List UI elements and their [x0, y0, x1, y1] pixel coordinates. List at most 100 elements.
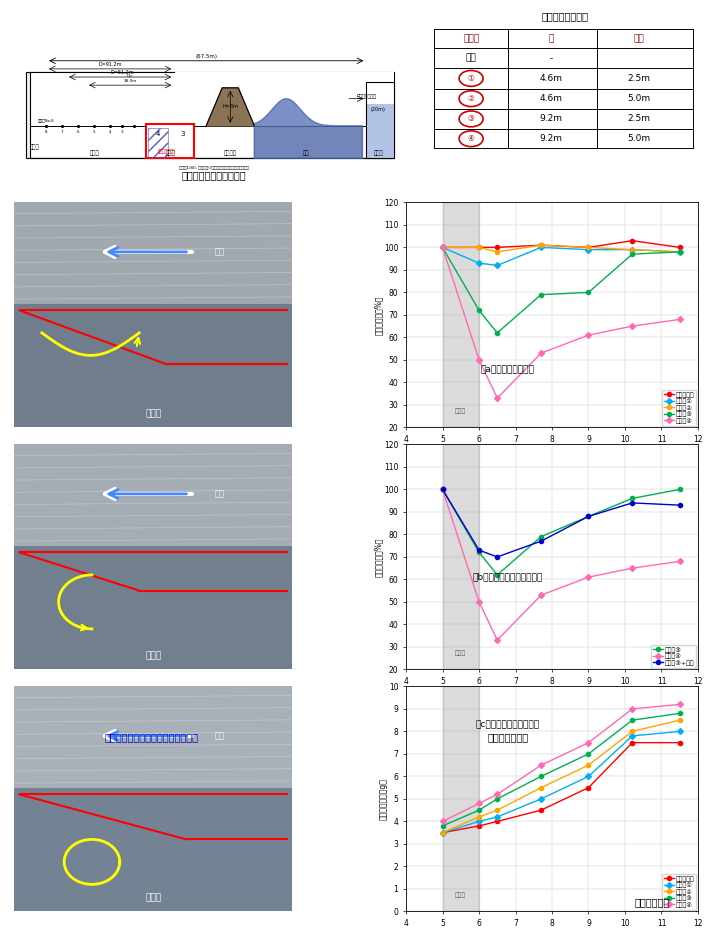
Text: -: - — [549, 54, 553, 62]
X-axis label: D / H: D / H — [541, 692, 563, 700]
排水路② — [628, 725, 637, 737]
Text: 3: 3 — [121, 130, 123, 134]
Polygon shape — [255, 126, 362, 158]
Line: 排水路①: 排水路① — [441, 246, 682, 268]
排水路なし — [493, 242, 501, 253]
Text: スルースゲート: スルースゲート — [356, 94, 376, 99]
Text: 貯水部: 貯水部 — [374, 150, 384, 155]
Y-axis label: 流速減少率（%）: 流速減少率（%） — [374, 538, 383, 577]
Line: 排水路④: 排水路④ — [441, 702, 682, 823]
Text: 前浜: 前浜 — [303, 150, 309, 155]
排水路③+滞水 — [493, 551, 501, 563]
排水路① — [675, 725, 684, 737]
排水路③ — [584, 511, 593, 522]
Text: 図２　水路に浸入して減勢する様子: 図２ 水路に浸入して減勢する様子 — [104, 732, 199, 742]
Text: 排水路: 排水路 — [145, 651, 161, 660]
Text: D=91.2m: D=91.2m — [99, 61, 122, 67]
Line: 排水路③: 排水路③ — [441, 487, 682, 577]
Bar — [14, 203, 292, 303]
Text: 縮尺：1/80, 数字は、()は模型スケール、他は実スケール: 縮尺：1/80, 数字は、()は模型スケール、他は実スケール — [179, 165, 249, 169]
排水路② — [584, 242, 593, 253]
Text: 2.5m: 2.5m — [627, 114, 651, 124]
Text: 9.2m: 9.2m — [539, 134, 563, 143]
排水路② — [537, 782, 545, 793]
排水路③ — [474, 305, 483, 316]
Polygon shape — [255, 99, 362, 158]
Bar — [14, 546, 292, 670]
排水路なし — [675, 737, 684, 749]
Bar — [367, 103, 393, 158]
排水路② — [675, 246, 684, 258]
Line: 排水路②: 排水路② — [441, 718, 682, 835]
Text: (67.5m): (67.5m) — [195, 54, 217, 59]
Bar — [148, 127, 168, 157]
Text: （a）減勢効果の比較: （a）減勢効果の比較 — [481, 365, 534, 375]
Text: 2.5m: 2.5m — [627, 73, 651, 83]
Text: (20m): (20m) — [371, 107, 386, 113]
Text: D=51.2m: D=51.2m — [111, 70, 134, 74]
Text: 内陸部: 内陸部 — [30, 144, 40, 150]
排水路③ — [537, 531, 545, 542]
排水路③ — [537, 289, 545, 300]
Bar — [367, 83, 394, 158]
排水路② — [675, 714, 684, 725]
排水路なし — [584, 242, 593, 253]
排水路なし — [675, 242, 684, 253]
Text: 排水路: 排水路 — [455, 650, 467, 656]
排水路④ — [537, 348, 545, 359]
排水路③ — [439, 820, 447, 831]
排水路③ — [493, 327, 501, 339]
Text: なし: なし — [466, 54, 477, 62]
排水路④ — [493, 789, 501, 800]
Bar — [146, 125, 195, 158]
排水路なし — [537, 240, 545, 251]
排水路④ — [439, 242, 447, 253]
Text: 5.0m: 5.0m — [627, 134, 651, 143]
排水路③ — [675, 708, 684, 719]
排水路③ — [675, 246, 684, 258]
Y-axis label: 流速減少率（%）: 流速減少率（%） — [374, 295, 383, 335]
Text: 幅: 幅 — [548, 33, 554, 43]
排水路③ — [584, 749, 593, 760]
排水路③ — [537, 771, 545, 782]
X-axis label: D / H: D / H — [541, 449, 563, 458]
Bar — [30, 73, 394, 157]
排水路③ — [628, 248, 637, 259]
排水路① — [628, 244, 637, 255]
Text: 5.0m: 5.0m — [627, 94, 651, 103]
Legend: 排水路③, 排水路④, 排水路③+滞水: 排水路③, 排水路④, 排水路③+滞水 — [651, 645, 696, 668]
排水路② — [439, 242, 447, 253]
排水路④ — [474, 596, 483, 607]
排水路③ — [439, 242, 447, 253]
排水路④ — [628, 563, 637, 574]
Text: 図１　実験模型の概略図: 図１ 実験模型の概略図 — [182, 170, 247, 180]
排水路③+滞水 — [628, 498, 637, 509]
Text: 後背地: 後背地 — [90, 150, 99, 155]
排水路② — [493, 246, 501, 258]
Text: 9.2m: 9.2m — [539, 114, 563, 124]
Text: 流れ: 流れ — [214, 247, 224, 257]
排水路なし — [628, 737, 637, 749]
Bar — [14, 303, 292, 428]
排水路③+滞水 — [439, 484, 447, 495]
排水路① — [474, 258, 483, 269]
Line: 排水路④: 排水路④ — [441, 246, 682, 400]
Text: （関島建志）: （関島建志） — [634, 897, 670, 907]
排水路③+滞水 — [584, 511, 593, 522]
Bar — [26, 72, 394, 158]
排水路なし — [439, 827, 447, 838]
Text: （b）滞水により効果が減少: （b）滞水により効果が減少 — [472, 572, 543, 581]
Circle shape — [459, 71, 483, 86]
排水路なし — [537, 804, 545, 816]
Text: 7: 7 — [61, 130, 63, 134]
排水路④ — [474, 798, 483, 809]
Text: ①: ① — [467, 73, 474, 83]
Legend: 排水路なし, 排水路①, 排水路②, 排水路③, 排水路④: 排水路なし, 排水路①, 排水路②, 排水路③, 排水路④ — [662, 874, 696, 910]
Line: 排水路③+滞水: 排水路③+滞水 — [441, 487, 682, 559]
Line: 排水路④: 排水路④ — [441, 487, 682, 643]
排水路① — [439, 242, 447, 253]
Text: 流れ: 流れ — [214, 489, 224, 498]
排水路③ — [675, 484, 684, 495]
排水路④ — [584, 572, 593, 583]
排水路② — [537, 240, 545, 251]
